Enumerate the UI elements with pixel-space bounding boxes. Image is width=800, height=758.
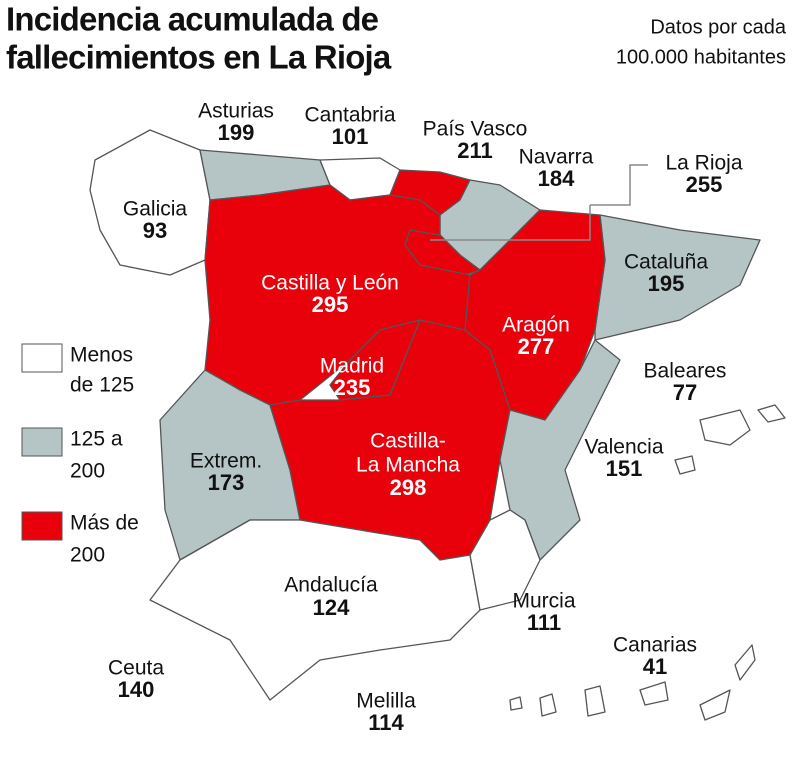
region-value: 101 xyxy=(332,124,369,149)
region-shape xyxy=(499,339,621,561)
region-value: 184 xyxy=(538,166,575,191)
region-value: 93 xyxy=(143,218,167,243)
region-value: 77 xyxy=(673,380,697,405)
region-shape xyxy=(699,409,751,446)
region-shape xyxy=(757,404,786,423)
leader-line xyxy=(430,205,591,241)
region-name: País Vasco xyxy=(423,118,528,141)
region-value: 114 xyxy=(368,710,404,735)
region-shape xyxy=(89,129,211,276)
region-labels: Galicia 93 Asturias 199 Cantabria 101 Pa… xyxy=(108,100,743,735)
regions xyxy=(89,129,786,721)
region-name: Ceuta xyxy=(108,657,164,680)
legend-label: Menos xyxy=(70,344,133,367)
region-name: Castilla- xyxy=(370,430,446,453)
region-shape xyxy=(469,509,541,611)
region-value: 255 xyxy=(686,172,723,197)
region-name: La Mancha xyxy=(356,454,460,477)
region-shape xyxy=(674,455,696,475)
region-shape xyxy=(539,693,557,717)
legend-label: Más de xyxy=(70,512,139,535)
region-value: 277 xyxy=(518,334,555,359)
region-name: Andalucía xyxy=(284,574,378,597)
region-shape xyxy=(149,519,481,701)
region-value: 298 xyxy=(390,475,427,500)
region-name: Baleares xyxy=(644,360,727,383)
region-shape xyxy=(699,689,731,721)
region-name: Cantabria xyxy=(304,104,395,127)
region-name: Asturias xyxy=(198,100,274,123)
region-name: Madrid xyxy=(320,355,384,378)
region-name: Canarias xyxy=(613,634,697,657)
region-name: Valencia xyxy=(585,436,664,459)
title: Incidencia acumulada de xyxy=(6,1,379,38)
region-name: Extrem. xyxy=(190,450,262,473)
region-name: La Rioja xyxy=(665,152,742,175)
region-name: Navarra xyxy=(519,146,594,169)
subtitle: Datos por cada xyxy=(650,16,787,38)
region-value: 235 xyxy=(334,375,371,400)
region-name: Aragón xyxy=(502,314,570,337)
region-name: Cataluña xyxy=(624,251,708,274)
title: fallecimientos en La Rioja xyxy=(6,39,392,76)
region-value: 41 xyxy=(643,654,667,679)
region-value: 151 xyxy=(606,456,643,481)
region-value: 295 xyxy=(312,292,349,317)
region-value: 173 xyxy=(208,470,245,495)
legend-label: 200 xyxy=(70,460,105,483)
region-value: 195 xyxy=(648,271,685,296)
legend: Menos de 125 125 a 200 Más de 200 xyxy=(21,343,139,567)
legend-label: de 125 xyxy=(70,374,134,397)
region-shape xyxy=(734,644,756,681)
legend-swatch xyxy=(21,343,63,373)
region-name: Castilla y León xyxy=(261,272,399,295)
region-value: 140 xyxy=(118,677,155,702)
region-name: Galicia xyxy=(123,198,188,221)
region-shape xyxy=(639,681,669,706)
region-name: Murcia xyxy=(512,590,575,613)
legend-label: 200 xyxy=(70,544,105,567)
region-value: 124 xyxy=(313,595,350,620)
region-value: 111 xyxy=(527,610,561,635)
region-shape xyxy=(509,696,523,711)
region-value: 199 xyxy=(218,120,255,145)
leader-line xyxy=(590,164,648,206)
legend-swatch xyxy=(21,427,63,457)
region-shape xyxy=(584,685,606,717)
legend-swatch xyxy=(21,511,63,541)
legend-label: 125 a xyxy=(70,428,123,451)
region-name: Melilla xyxy=(356,690,416,713)
region-value: 211 xyxy=(457,138,493,163)
subtitle: 100.000 habitantes xyxy=(616,46,786,68)
